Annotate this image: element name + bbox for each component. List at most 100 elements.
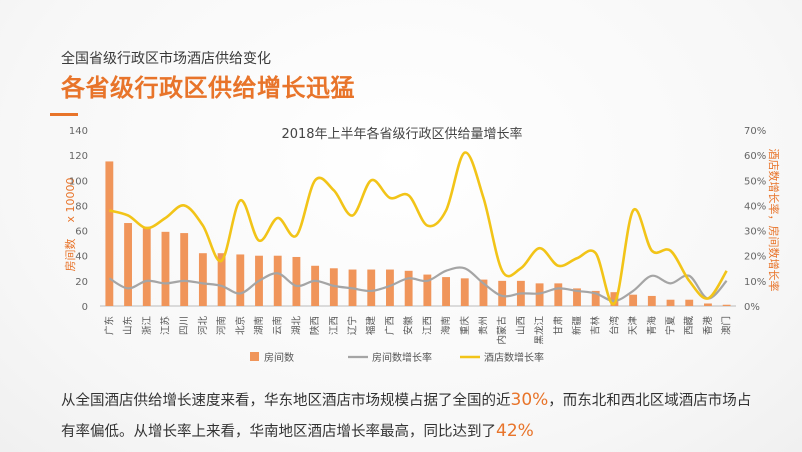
- caption-highlight-2: 42%: [496, 421, 534, 441]
- x-tick-label: 辽宁: [347, 316, 359, 335]
- bar-rooms: [573, 288, 581, 306]
- y-tick-label: 120: [69, 151, 88, 162]
- y2-tick-label: 40%: [744, 201, 766, 212]
- caption-highlight-1: 30%: [510, 390, 549, 410]
- bar-rooms: [236, 254, 245, 306]
- bar-rooms: [180, 233, 189, 306]
- bar-rooms: [198, 253, 207, 306]
- y-axis-unit: x 10000: [64, 177, 77, 222]
- bar-rooms: [217, 253, 226, 306]
- bar-rooms: [704, 303, 712, 306]
- y-tick-label: 0: [82, 302, 88, 313]
- bar-rooms: [629, 294, 638, 306]
- y-tick-label: 40: [75, 252, 88, 263]
- x-tick-label: 黑龙江: [534, 316, 546, 345]
- bar-rooms: [329, 268, 338, 306]
- y-tick-label: 20: [75, 277, 88, 288]
- x-tick-label: 广西: [384, 316, 396, 335]
- section-subtitle: 全国省级行政区市场酒店供给变化: [61, 51, 271, 67]
- x-tick-label: 山东: [122, 316, 134, 335]
- x-tick-label: 江苏: [159, 316, 171, 336]
- y-tick-label: 60: [75, 227, 88, 238]
- x-tick-label: 海南: [440, 316, 452, 335]
- legend-swatch-rooms: [250, 352, 259, 361]
- line-room-growth: [108, 266, 728, 303]
- x-tick-label: 天津: [628, 316, 639, 336]
- bar-rooms: [591, 290, 600, 306]
- bar-rooms: [142, 226, 151, 306]
- caption-part1: 从全国酒店供给增长速度来看，华东地区酒店市场规模占据了全国的近: [61, 393, 511, 409]
- bar-rooms: [722, 304, 731, 306]
- x-tick-label: 河南: [216, 316, 228, 335]
- accent-divider: [50, 113, 78, 116]
- x-tick-label: 安徽: [403, 316, 415, 336]
- chart-title: 2018年上半年各省级行政区供给量增长率: [281, 126, 522, 142]
- y-axis-label: 房间数: [64, 239, 77, 272]
- legend-label-rooms: 房间数: [264, 351, 294, 364]
- x-tick-label: 江西: [329, 316, 340, 335]
- y2-tick-label: 0%: [744, 302, 760, 313]
- x-tick-label: 湖北: [291, 316, 302, 336]
- x-tick-label: 贵州: [477, 316, 489, 335]
- bar-rooms: [535, 283, 544, 306]
- bar-rooms: [273, 255, 282, 306]
- x-tick-label: 吉林: [590, 316, 602, 336]
- bar-rooms: [610, 292, 619, 306]
- y2-tick-label: 70%: [744, 126, 766, 137]
- x-tick-label: 新疆: [571, 316, 583, 336]
- line-hotel-growth: [109, 151, 728, 306]
- y-tick-label: 140: [69, 126, 88, 137]
- bar-rooms: [105, 161, 114, 306]
- x-tick-label: 陕西: [309, 316, 321, 335]
- x-tick-label: 北京: [234, 316, 246, 335]
- x-tick-label: 浙江: [141, 316, 153, 336]
- x-tick-label: 甘肃: [552, 316, 564, 335]
- bar-rooms: [124, 223, 132, 306]
- bar-rooms: [161, 231, 170, 306]
- legend-label-hotel-growth: 酒店数增长率: [484, 351, 544, 364]
- bar-rooms: [311, 265, 320, 306]
- x-tick-label: 台湾: [608, 316, 620, 336]
- x-tick-label: 河北: [197, 316, 209, 336]
- x-tick-label: 内蒙古: [496, 316, 508, 345]
- bar-rooms: [685, 299, 694, 306]
- y2-tick-label: 10%: [744, 277, 766, 288]
- x-tick-label: 青海: [646, 316, 658, 336]
- x-tick-label: 广东: [103, 316, 115, 335]
- growth-chart: 2018年上半年各省级行政区供给量增长率 x 10000 房间数 酒店数增长率，…: [64, 126, 781, 364]
- x-tick-label: 澳门: [721, 316, 733, 335]
- y2-axis-label: 酒店数增长率，房间数增长率: [767, 149, 781, 292]
- y-tick-label: 100: [69, 176, 88, 187]
- bar-rooms: [386, 269, 394, 306]
- bar-rooms: [479, 279, 488, 306]
- y-tick-label: 80: [75, 201, 88, 212]
- caption-text: 从全国酒店供给增长速度来看，华东地区酒店市场规模占据了全国的近30%，而东北和西…: [61, 385, 761, 447]
- y2-tick-label: 30%: [744, 227, 766, 238]
- x-tick-label: 宁夏: [665, 316, 677, 336]
- x-tick-label: 山西: [516, 316, 527, 335]
- bar-rooms: [460, 278, 469, 306]
- bar-rooms: [442, 277, 450, 306]
- bar-rooms: [554, 283, 563, 306]
- x-tick-label: 云南: [272, 316, 284, 335]
- y2-tick-label: 50%: [744, 176, 766, 187]
- bar-rooms: [404, 270, 413, 306]
- x-tick-label: 四川: [179, 316, 190, 335]
- bar-rooms: [367, 269, 376, 306]
- bar-rooms: [292, 256, 301, 306]
- caption-part2: ，而东北和西北区域酒店市场占有率偏低。从增长率上来看，华南地区酒店增长率最高，同…: [61, 393, 752, 440]
- bar-rooms: [423, 274, 432, 306]
- bar-rooms: [666, 299, 675, 306]
- x-tick-label: 西藏: [683, 316, 695, 336]
- y2-tick-label: 60%: [744, 151, 766, 162]
- x-tick-label: 湖南: [253, 316, 265, 335]
- y2-tick-label: 20%: [744, 252, 766, 263]
- bar-rooms: [498, 280, 507, 306]
- x-tick-label: 香港: [702, 316, 714, 336]
- x-tick-label: 重庆: [459, 316, 471, 336]
- x-tick-label: 福建: [365, 316, 377, 336]
- bar-rooms: [647, 295, 656, 306]
- x-tick-label: 江西: [422, 316, 433, 335]
- page-title: 各省级行政区供给增长迅猛: [61, 74, 355, 102]
- legend-label-room-growth: 房间数增长率: [372, 351, 432, 364]
